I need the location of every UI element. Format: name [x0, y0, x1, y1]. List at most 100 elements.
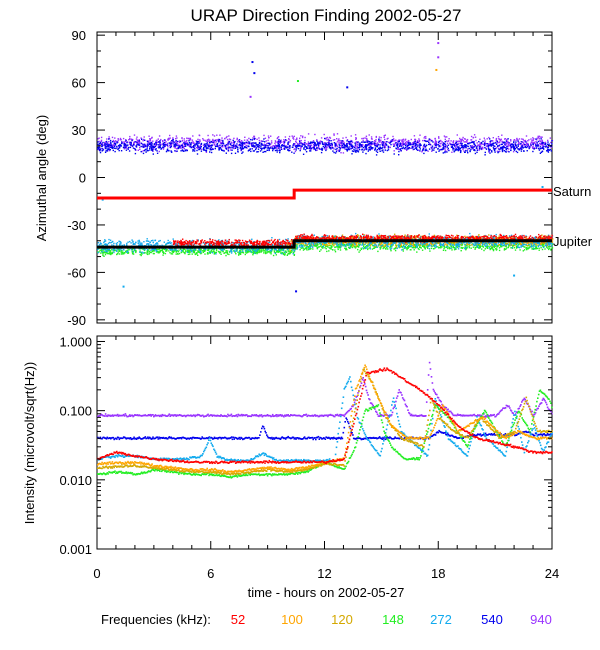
scatter-point: [470, 141, 473, 144]
scatter-point: [142, 150, 144, 152]
scatter-point: [236, 146, 239, 149]
scatter-point: [478, 244, 480, 246]
scatter-point: [382, 151, 385, 153]
scatter-point: [481, 245, 483, 247]
scatter-point: [456, 146, 459, 148]
scatter-point: [519, 148, 521, 150]
scatter-point: [403, 143, 405, 145]
scatter-point: [439, 145, 441, 148]
scatter-point: [127, 248, 129, 250]
scatter-point: [448, 149, 450, 152]
scatter-point: [525, 244, 527, 247]
scatter-point: [151, 143, 153, 145]
scatter-point: [399, 143, 402, 146]
scatter-point: [190, 146, 192, 149]
scatter-point: [323, 244, 325, 246]
scatter-point: [542, 243, 544, 245]
scatter-point: [429, 143, 431, 146]
scatter-point: [507, 143, 510, 146]
scatter-point: [349, 247, 351, 249]
scatter-point: [114, 249, 116, 252]
scatter-point: [413, 135, 416, 137]
scatter-point: [327, 138, 330, 140]
scatter-point: [479, 235, 481, 238]
scatter-point: [121, 141, 123, 143]
scatter-point: [396, 144, 398, 146]
scatter-point: [98, 137, 100, 139]
scatter-point: [210, 249, 213, 251]
scatter-point: [367, 141, 369, 144]
scatter-point: [240, 144, 243, 147]
scatter-point: [414, 144, 417, 146]
scatter-point: [310, 150, 312, 152]
scatter-point: [362, 144, 364, 147]
scatter-point: [289, 250, 291, 252]
scatter-point: [224, 137, 226, 140]
scatter-point: [322, 145, 325, 148]
scatter-point: [472, 246, 475, 248]
scatter-point: [339, 141, 341, 144]
scatter-point: [220, 145, 223, 148]
scatter-point: [365, 135, 368, 137]
scatter-point: [496, 245, 498, 248]
scatter-point: [351, 140, 353, 142]
scatter-point: [163, 143, 165, 146]
scatter-point: [107, 252, 109, 255]
scatter-point: [415, 147, 418, 149]
scatter-point: [299, 137, 301, 139]
scatter-point: [152, 140, 154, 142]
scatter-point: [329, 247, 331, 250]
scatter-point: [508, 142, 510, 144]
scatter-point: [514, 249, 517, 251]
scatter-point: [107, 250, 109, 252]
scatter-point: [237, 139, 240, 142]
scatter-point: [509, 242, 511, 245]
scatter-point: [382, 141, 384, 143]
scatter-point: [393, 150, 395, 152]
scatter-point: [333, 139, 336, 141]
scatter-point: [155, 149, 157, 151]
scatter-point: [434, 142, 437, 144]
scatter-point: [338, 140, 340, 142]
scatter-point: [512, 245, 514, 247]
scatter-point: [345, 136, 347, 139]
scatter-point: [214, 145, 217, 148]
scatter-point: [533, 138, 535, 140]
scatter-point: [196, 252, 198, 254]
scatter-point: [338, 150, 341, 152]
scatter-point: [286, 145, 288, 148]
scatter-point: [246, 139, 249, 141]
scatter-point: [162, 143, 165, 145]
scatter-point: [276, 151, 278, 153]
scatter-point: [476, 151, 478, 153]
scatter-point: [513, 147, 516, 149]
scatter-point: [206, 142, 208, 144]
scatter-point: [304, 244, 306, 246]
scatter-point: [449, 248, 451, 250]
scatter-point: [446, 151, 448, 153]
scatter-point: [539, 152, 542, 154]
scatter-point: [426, 149, 428, 152]
scatter-point: [135, 138, 138, 140]
scatter-point: [462, 140, 464, 142]
scatter-point: [446, 146, 448, 148]
scatter-point: [193, 250, 195, 252]
scatter-point: [398, 243, 401, 245]
scatter-point: [239, 253, 242, 255]
scatter-point: [180, 251, 182, 254]
scatter-point: [312, 140, 315, 142]
scatter-point: [376, 149, 379, 151]
scatter-point: [288, 135, 291, 138]
scatter-point: [174, 141, 177, 143]
scatter-point: [351, 141, 354, 144]
scatter-point: [206, 139, 209, 141]
scatter-point: [547, 146, 549, 148]
scatter-point: [261, 250, 263, 252]
scatter-point: [313, 245, 316, 247]
scatter-point: [197, 142, 199, 144]
scatter-point: [480, 148, 482, 150]
scatter-point: [297, 144, 300, 146]
scatter-point: [328, 146, 331, 148]
scatter-point: [513, 247, 516, 249]
scatter-point: [186, 144, 189, 146]
